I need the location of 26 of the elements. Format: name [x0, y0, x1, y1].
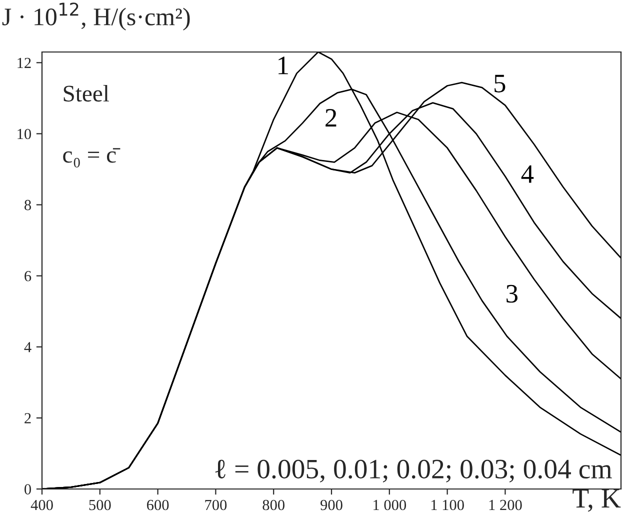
y-tick-label: 0 [24, 484, 31, 494]
y-tick-label: 12 [18, 58, 31, 68]
series-label: 3 [506, 284, 518, 303]
series-label: 5 [494, 74, 506, 92]
x-tick-label: 1 200 [489, 500, 522, 510]
series-label: 2 [326, 109, 336, 127]
x-tick-label: 900 [320, 500, 342, 510]
x-tick-label: 800 [262, 500, 284, 510]
x-tick-label: 700 [205, 500, 227, 510]
x-axis-title: T, K [572, 489, 621, 512]
annotation: Steel [64, 84, 110, 102]
series-label: 4 [521, 165, 534, 183]
annotation: c₀ = c̄ [63, 148, 120, 168]
y-tick-label: 6 [24, 271, 32, 282]
x-tick-label: 1 000 [374, 500, 406, 510]
x-tick-label: 1 100 [431, 500, 464, 510]
y-tick-label: 8 [24, 200, 31, 210]
y-tick-label: 10 [18, 128, 31, 140]
y-tick-label: 2 [24, 413, 31, 424]
x-tick-label: 400 [30, 500, 53, 510]
series-label: 1 [278, 56, 288, 74]
annotation: ℓ = 0.005, 0.01; 0.02; 0.03; 0.04 cm [215, 460, 612, 482]
x-tick-label: 600 [147, 500, 169, 510]
x-tick-label: 500 [89, 500, 111, 510]
y-tick-label: 4 [24, 342, 32, 352]
y-axis-title: J · 10$^{12}$, H/(s·cm²) [2, 2, 190, 30]
